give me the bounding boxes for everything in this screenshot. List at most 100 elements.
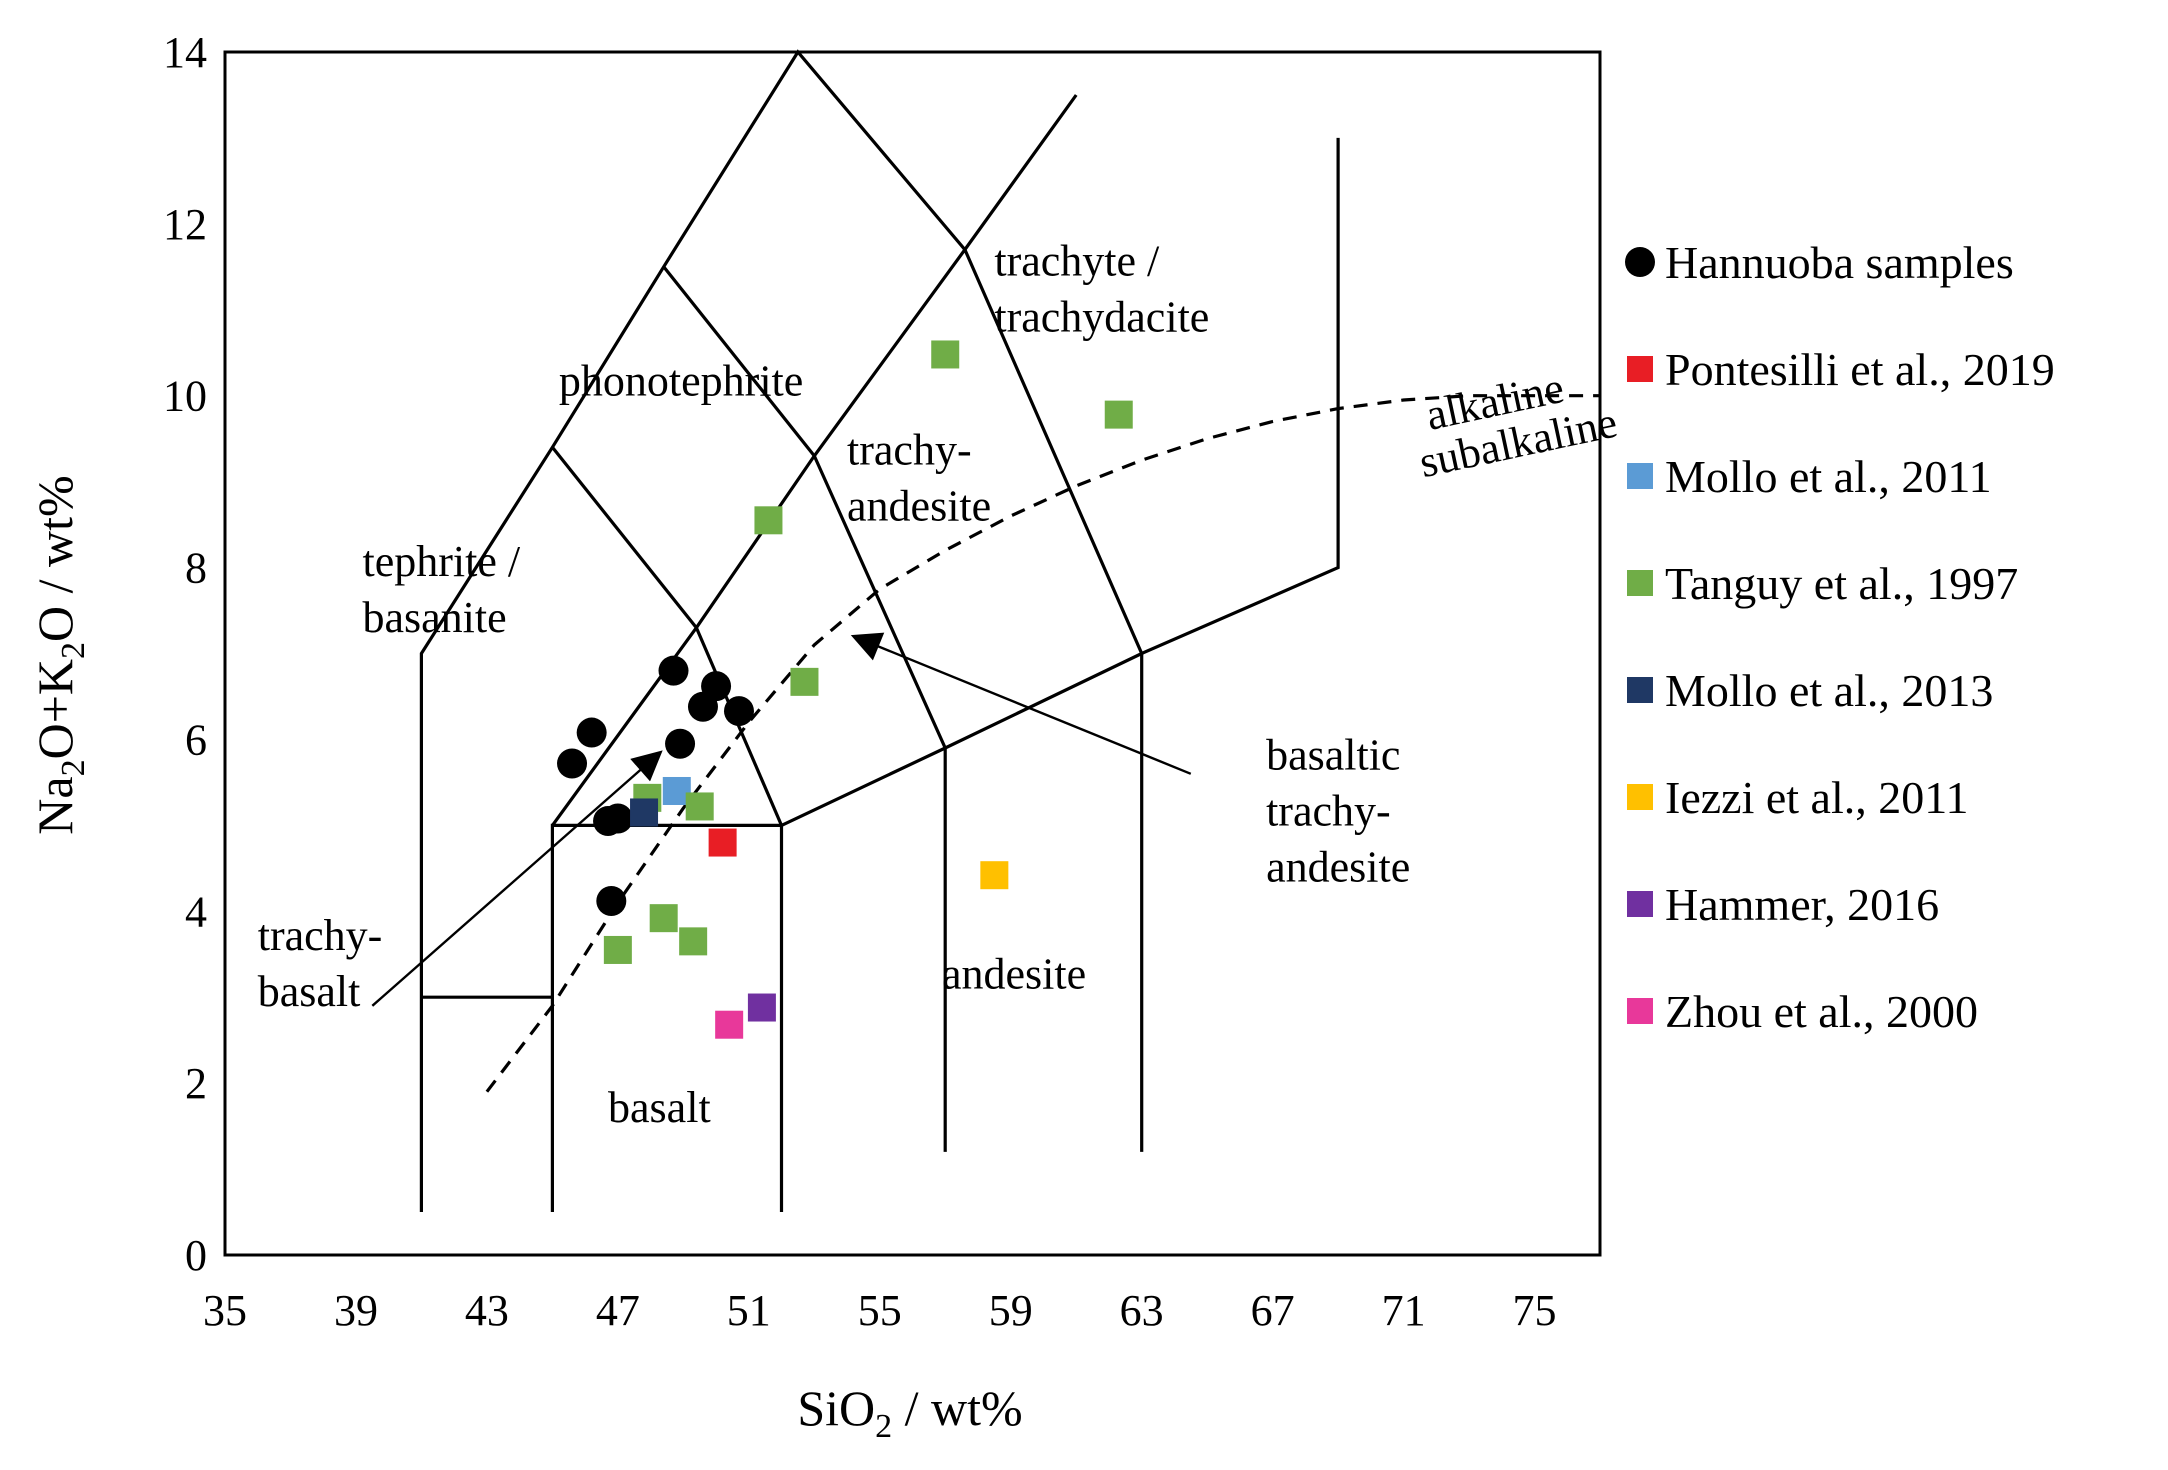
- x-axis-title: SiO2 / wt%: [797, 1380, 1022, 1445]
- series-hannuoba-samples: [557, 655, 754, 916]
- data-point-tanguy-et-al-1997: [649, 904, 678, 933]
- region-label-line: trachy-: [847, 425, 972, 474]
- tas-field-boundary: [812, 455, 947, 1152]
- region-label-line: trachy-: [258, 911, 383, 960]
- region-label-line: andesite: [1266, 843, 1410, 892]
- data-point-hannuoba-samples: [602, 803, 633, 834]
- legend-marker: [1627, 891, 1653, 917]
- data-point-tanguy-et-al-1997: [790, 667, 819, 696]
- tas-field-boundary: [551, 446, 698, 629]
- legend-marker: [1627, 356, 1653, 382]
- legend-marker: [1627, 784, 1653, 810]
- region-label-andesite: andesite: [942, 950, 1086, 999]
- region-label-line: basalt: [258, 967, 361, 1016]
- region-label-line: andesite: [942, 950, 1086, 999]
- data-point-tanguy-et-al-1997: [679, 927, 708, 956]
- region-label-line: basanite: [363, 593, 507, 642]
- legend-marker: [1627, 998, 1653, 1024]
- data-point-hannuoba-samples: [701, 671, 732, 702]
- data-point-hannuoba-samples: [658, 655, 689, 686]
- legend-marker: [1627, 463, 1653, 489]
- region-label-tephrite-basanite: tephrite / basanite: [363, 537, 521, 642]
- y-tick-label: 2: [185, 1059, 207, 1108]
- legend: Hannuoba samples Pontesilli et al., 2019 M…: [1625, 237, 2055, 1037]
- region-label-line: phonotephrite: [559, 357, 803, 406]
- tas-field-boundary: [662, 265, 816, 457]
- y-tick-label: 0: [185, 1231, 207, 1280]
- x-tick-label: 75: [1513, 1286, 1557, 1335]
- series-pontesilli-et-al-2019: [708, 828, 737, 857]
- series-iezzi-et-al-2011: [980, 861, 1009, 890]
- data-point-hannuoba-samples: [596, 885, 627, 916]
- x-tick-label: 55: [858, 1286, 902, 1335]
- region-label-line: basalt: [608, 1083, 711, 1132]
- data-point-pontesilli-et-al-2019: [708, 828, 737, 857]
- y-axis-title: Na2O+K2O / wt%: [27, 475, 92, 834]
- legend-entry: Hammer, 2016: [1627, 879, 1939, 930]
- x-tick-label: 51: [727, 1286, 771, 1335]
- data-point-iezzi-et-al-2011: [980, 861, 1009, 890]
- x-tick-label: 71: [1382, 1286, 1426, 1335]
- legend-label: Hammer, 2016: [1665, 879, 1939, 930]
- alkaline-subalkaline-divider: [485, 394, 1600, 1093]
- annotation-arrow: [371, 750, 663, 1007]
- y-tick-label: 10: [163, 372, 207, 421]
- region-label-basaltic-trachy-andesite: basaltic trachy-andesite: [1266, 731, 1410, 892]
- y-tick-label: 14: [163, 28, 207, 77]
- legend-entry: Hannuoba samples: [1625, 237, 2014, 288]
- legend-marker: [1627, 677, 1653, 703]
- region-label-line: andesite: [847, 481, 991, 530]
- plot-area: [371, 49, 1600, 1212]
- tas-field-boundary: [419, 49, 1078, 1212]
- legend-entry: Mollo et al., 2013: [1627, 665, 1993, 716]
- legend-entry: Pontesilli et al., 2019: [1627, 344, 2055, 395]
- legend-label: Iezzi et al., 2011: [1665, 772, 1969, 823]
- region-label-trachy-andesite: trachy-andesite: [847, 425, 991, 530]
- legend-label: Pontesilli et al., 2019: [1665, 344, 2055, 395]
- legend-marker: [1627, 570, 1653, 596]
- annotation-arrow: [850, 632, 1192, 775]
- region-label-line: trachyte /: [994, 236, 1160, 285]
- x-tick-label: 39: [334, 1286, 378, 1335]
- data-point-hannuoba-samples: [557, 748, 588, 779]
- tas-field-boundary: [551, 248, 967, 827]
- x-tick-label: 67: [1251, 1286, 1295, 1335]
- data-point-hannuoba-samples: [576, 717, 607, 748]
- legend-marker: [1625, 247, 1655, 277]
- legend-label: Tanguy et al., 1997: [1665, 558, 2018, 609]
- plot-frame: [223, 50, 1602, 1257]
- y-tick-label: 12: [163, 200, 207, 249]
- region-label-line: trachydacite: [994, 292, 1209, 341]
- region-label-phonotephrite: phonotephrite: [559, 357, 803, 406]
- tas-field-boundary: [694, 627, 783, 827]
- data-point-tanguy-et-al-1997: [754, 506, 783, 535]
- legend-entry: Zhou et al., 2000: [1627, 986, 1978, 1037]
- x-tick-label: 63: [1120, 1286, 1164, 1335]
- data-point-hammer-2016: [747, 993, 776, 1022]
- x-tick-label: 47: [596, 1286, 640, 1335]
- data-point-tanguy-et-al-1997: [603, 935, 632, 964]
- legend-label: Hannuoba samples: [1665, 237, 2014, 288]
- x-tick-label: 59: [989, 1286, 1033, 1335]
- y-tick-label: 6: [185, 715, 207, 764]
- region-label-trachy-basalt: trachy-basalt: [258, 911, 383, 1016]
- region-label-line: trachy-: [1266, 787, 1391, 836]
- region-label-line: basaltic: [1266, 731, 1400, 780]
- data-point-tanguy-et-al-1997: [685, 792, 714, 821]
- x-tick-label: 43: [465, 1286, 509, 1335]
- region-label-basalt: basalt: [608, 1083, 711, 1132]
- tas-field-boundary: [963, 248, 1144, 1152]
- axes: 35 39 43 47 51 55 59 63 67 71 75 0 2 4 6 8 10 12 14: [163, 28, 1602, 1335]
- region-label-line: tephrite /: [363, 537, 521, 586]
- x-tick-label: 35: [203, 1286, 247, 1335]
- y-tick-label: 4: [185, 887, 207, 936]
- legend-label: Mollo et al., 2013: [1665, 665, 1993, 716]
- tas-field-boundary: [550, 823, 784, 1212]
- data-point-hannuoba-samples: [723, 696, 754, 727]
- region-label-trachyte-trachydacite: trachyte / trachydacite: [994, 236, 1209, 341]
- y-tick-label: 8: [185, 544, 207, 593]
- legend-entry: Tanguy et al., 1997: [1627, 558, 2018, 609]
- legend-entry: Iezzi et al., 2011: [1627, 772, 1969, 823]
- series-zhou-et-al-2000: [715, 1010, 744, 1039]
